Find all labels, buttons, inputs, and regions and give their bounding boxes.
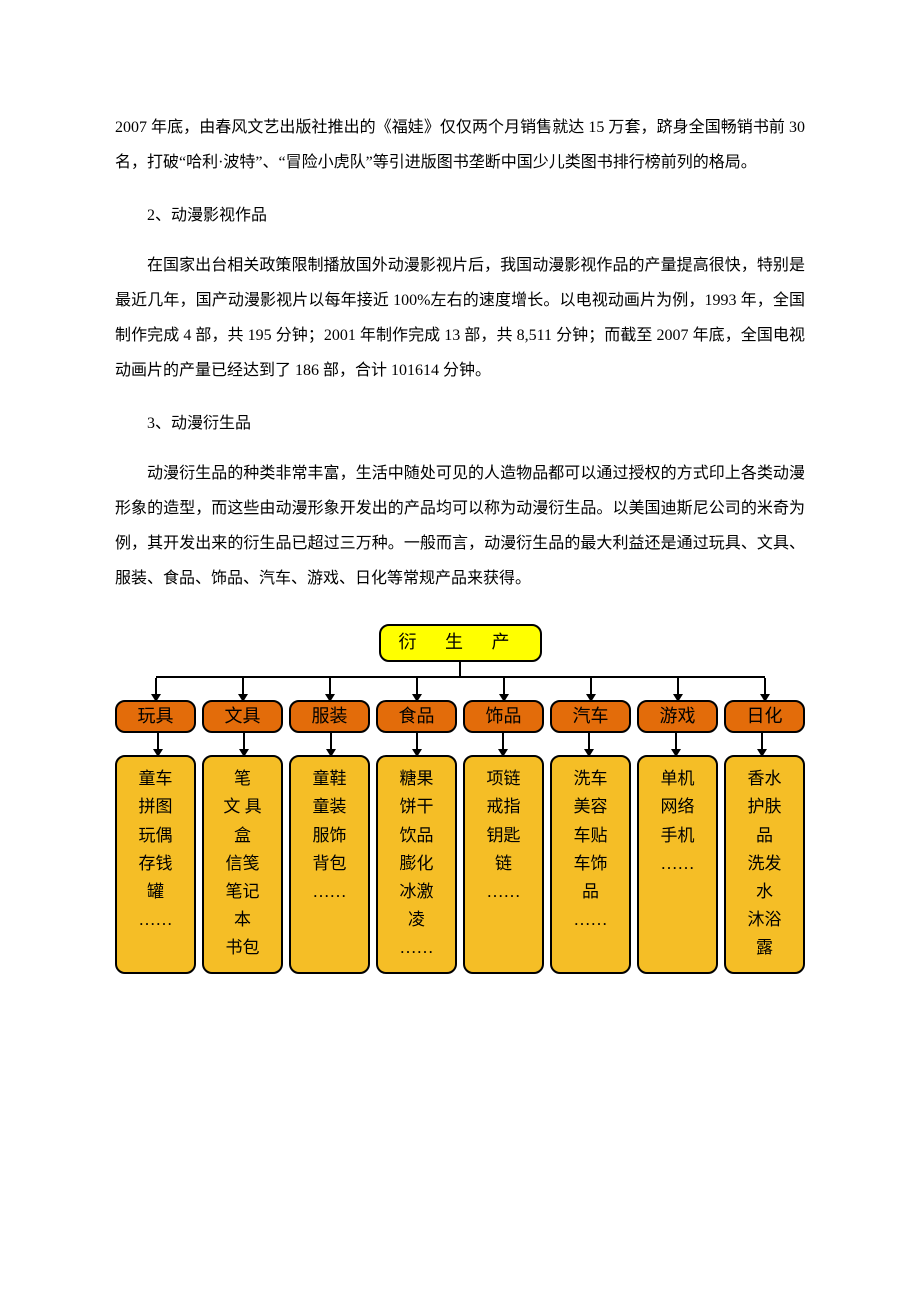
tree-category: 玩具 [115,700,196,734]
tree-category: 汽车 [550,700,631,734]
tree-leaf: 笔文 具盒信笺笔记本书包 [202,755,283,973]
tree-category: 游戏 [637,700,718,734]
tree-leaf: 童鞋童装服饰背包…… [289,755,370,973]
tree-root: 衍 生 产 [379,624,542,662]
paragraph-intro: 2007 年底，由春风文艺出版社推出的《福娃》仅仅两个月销售就达 15 万套，跻… [115,110,805,180]
paragraph-3: 动漫衍生品的种类非常丰富，生活中随处可见的人造物品都可以通过授权的方式印上各类动… [115,456,805,597]
tree-category: 饰品 [463,700,544,734]
derivative-tree: 衍 生 产 玩具文具服装食品饰品汽车游戏日化 童车拼图玩偶存钱罐……笔文 具盒信… [115,624,805,974]
tree-leaf: 糖果饼干饮品膨化冰激凌…… [376,755,457,973]
tree-category: 日化 [724,700,805,734]
tree-category: 食品 [376,700,457,734]
tree-category: 服装 [289,700,370,734]
paragraph-2: 在国家出台相关政策限制播放国外动漫影视片后，我国动漫影视作品的产量提高很快，特别… [115,248,805,389]
heading-3: 3、动漫衍生品 [115,406,805,441]
tree-leaf: 香水护肤品洗发水沐浴露 [724,755,805,973]
tree-leaf: 项链戒指钥匙链…… [463,755,544,973]
tree-leaf: 单机网络手机…… [637,755,718,973]
heading-2: 2、动漫影视作品 [115,198,805,233]
tree-category: 文具 [202,700,283,734]
tree-leaf: 童车拼图玩偶存钱罐…… [115,755,196,973]
tree-leaf: 洗车美容车贴车饰品…… [550,755,631,973]
